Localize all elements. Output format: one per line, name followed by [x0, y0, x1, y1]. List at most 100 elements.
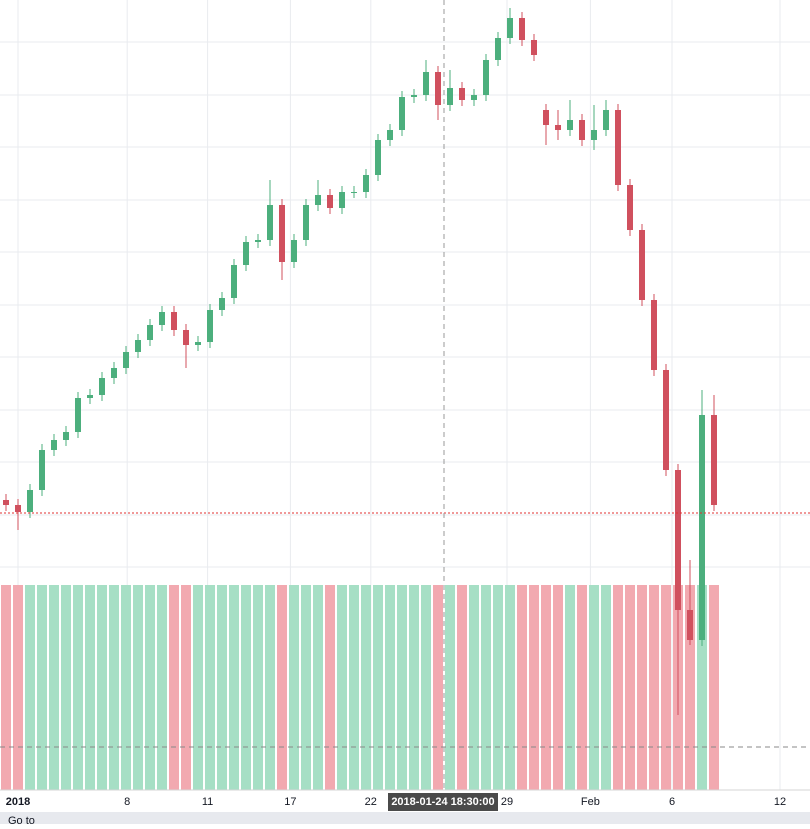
volume-bar: [277, 585, 287, 790]
volume-bar: [241, 585, 251, 790]
volume-bar: [169, 585, 179, 790]
volume-bar: [61, 585, 71, 790]
candle-body: [663, 370, 669, 470]
volume-bar: [709, 585, 719, 790]
candle-body: [279, 205, 285, 262]
crosshair-label-bg: [388, 793, 498, 811]
candle-body: [267, 205, 273, 240]
volume-bar: [193, 585, 203, 790]
volume-bar: [385, 585, 395, 790]
volume-bar: [601, 585, 611, 790]
candle-body: [711, 415, 717, 505]
goto-button[interactable]: Go to: [8, 815, 35, 827]
volume-bar: [481, 585, 491, 790]
x-tick-label: 12: [774, 796, 786, 808]
volume-bar: [433, 585, 443, 790]
volume-bar: [157, 585, 167, 790]
volume-bar: [373, 585, 383, 790]
volume-bar: [37, 585, 47, 790]
volume-bar: [145, 585, 155, 790]
volume-bar: [469, 585, 479, 790]
volume-bar: [409, 585, 419, 790]
candle-body: [459, 88, 465, 100]
volume-bar: [109, 585, 119, 790]
candle-body: [195, 342, 201, 345]
volume-bar: [49, 585, 59, 790]
volume-bar: [301, 585, 311, 790]
candle-body: [603, 110, 609, 130]
volume-bar: [337, 585, 347, 790]
candle-body: [255, 240, 261, 242]
volume-bar: [697, 585, 707, 790]
volume-bar: [97, 585, 107, 790]
candle-body: [423, 72, 429, 95]
x-tick-label: 29: [501, 796, 513, 808]
candle-body: [447, 88, 453, 105]
candle-body: [159, 312, 165, 325]
volume-bar: [133, 585, 143, 790]
candle-body: [543, 110, 549, 125]
volume-bar: [13, 585, 23, 790]
candle-body: [387, 130, 393, 140]
candle-body: [651, 300, 657, 370]
candle-body: [699, 415, 705, 640]
candle-body: [63, 432, 69, 440]
candle-body: [507, 18, 513, 38]
volume-bar: [637, 585, 647, 790]
candle-body: [579, 120, 585, 140]
volume-bar: [289, 585, 299, 790]
volume-bar: [565, 585, 575, 790]
volume-bar: [325, 585, 335, 790]
volume-bar: [1, 585, 11, 790]
volume-bar: [121, 585, 131, 790]
crosshair-label: 2018-01-24 18:30:00: [391, 796, 494, 808]
candle-body: [27, 490, 33, 512]
candle-body: [147, 325, 153, 340]
volume-bar: [421, 585, 431, 790]
x-tick-label: Feb: [581, 796, 600, 808]
volume-bar: [229, 585, 239, 790]
candle-body: [591, 130, 597, 140]
volume-bar: [685, 585, 695, 790]
volume-bar: [517, 585, 527, 790]
candle-body: [363, 175, 369, 192]
volume-bar: [253, 585, 263, 790]
volume-bar: [313, 585, 323, 790]
candle-body: [219, 298, 225, 310]
volume-bar: [25, 585, 35, 790]
volume-bar: [541, 585, 551, 790]
x-tick-label: 17: [284, 796, 296, 808]
candle-body: [627, 185, 633, 230]
volume-bar: [445, 585, 455, 790]
candle-body: [555, 125, 561, 130]
x-tick-label: 2018: [6, 796, 30, 808]
candle-body: [639, 230, 645, 300]
volume-bar: [577, 585, 587, 790]
footer-bar: [0, 812, 810, 824]
candle-body: [471, 95, 477, 100]
volume-bar: [589, 585, 599, 790]
candle-body: [39, 450, 45, 490]
volume-bar: [661, 585, 671, 790]
volume-bar: [85, 585, 95, 790]
candle-body: [51, 440, 57, 450]
candle-body: [87, 395, 93, 398]
candle-body: [75, 398, 81, 432]
candle-body: [675, 470, 681, 610]
candle-body: [99, 378, 105, 395]
candle-body: [123, 352, 129, 368]
x-tick-label: 11: [202, 796, 213, 808]
candle-body: [375, 140, 381, 175]
candle-body: [3, 500, 9, 505]
candle-body: [291, 240, 297, 262]
volume-bar: [397, 585, 407, 790]
candle-body: [615, 110, 621, 185]
candle-body: [243, 242, 249, 265]
volume-bar: [493, 585, 503, 790]
candle-body: [495, 38, 501, 60]
candle-body: [351, 192, 357, 193]
candle-body: [411, 95, 417, 97]
volume-bar: [649, 585, 659, 790]
